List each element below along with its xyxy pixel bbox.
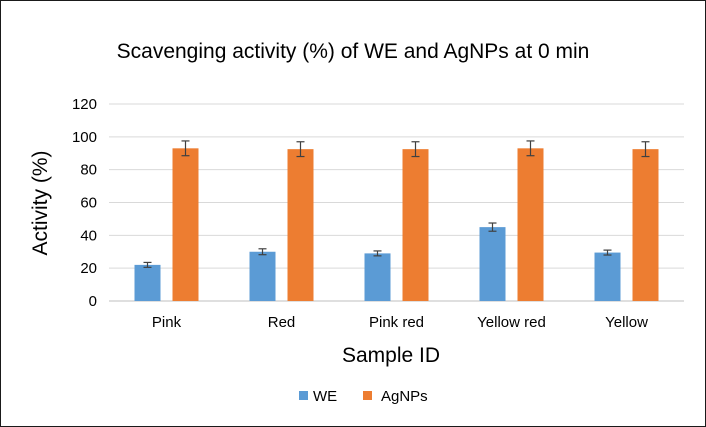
x-tick-label: Red (268, 314, 296, 331)
x-axis-label: Sample ID (342, 344, 440, 367)
bar-we-red (249, 251, 276, 301)
legend-label: AgNPs (381, 388, 428, 405)
error-bar (411, 141, 420, 158)
error-bar (181, 140, 190, 157)
legend-item-we: WE (299, 388, 337, 405)
y-tick-label: 100 (72, 129, 97, 146)
bar-agnps-pink-red (402, 149, 429, 301)
legend-swatch (363, 391, 372, 400)
legend-swatch (299, 391, 308, 400)
legend-item-agnps: AgNPs (363, 388, 428, 405)
y-tick-label: 40 (80, 227, 97, 244)
error-bar (258, 248, 267, 256)
bar-agnps-red (287, 149, 314, 301)
error-bar (373, 250, 382, 257)
y-tick-label: 20 (80, 260, 97, 277)
legend-label: WE (313, 388, 337, 405)
y-tick-label: 0 (89, 293, 97, 310)
error-bar (296, 141, 305, 158)
bar-agnps-yellow (632, 149, 659, 301)
bar-we-yellow-red (479, 227, 506, 301)
x-tick-label: Yellow red (477, 314, 546, 331)
x-tick-label: Pink (152, 314, 182, 331)
y-axis-label: Activity (%) (29, 151, 52, 256)
y-tick-labels: 0 20 40 60 80 100 120 (72, 96, 97, 310)
error-bar (143, 261, 152, 268)
bar-we-yellow (594, 252, 621, 301)
bar-we-pink-red (364, 253, 391, 301)
x-tick-label: Yellow (605, 314, 648, 331)
x-tick-label: Pink red (369, 314, 424, 331)
bars (134, 140, 659, 301)
bar-we-pink (134, 264, 161, 301)
y-tick-label: 60 (80, 195, 97, 212)
y-tick-label: 80 (80, 162, 97, 179)
legend: WE AgNPs (299, 388, 428, 405)
x-tick-labels: Pink Red Pink red Yellow red Yellow (152, 314, 648, 331)
bar-agnps-pink (172, 148, 199, 301)
bar-agnps-yellow-red (517, 148, 544, 301)
chart-title: Scavenging activity (%) of WE and AgNPs … (117, 40, 590, 63)
error-bar (603, 249, 612, 256)
error-bar (526, 140, 535, 157)
error-bar (488, 222, 497, 232)
gridlines (109, 103, 684, 302)
y-tick-label: 120 (72, 96, 97, 113)
error-bar (641, 141, 650, 158)
